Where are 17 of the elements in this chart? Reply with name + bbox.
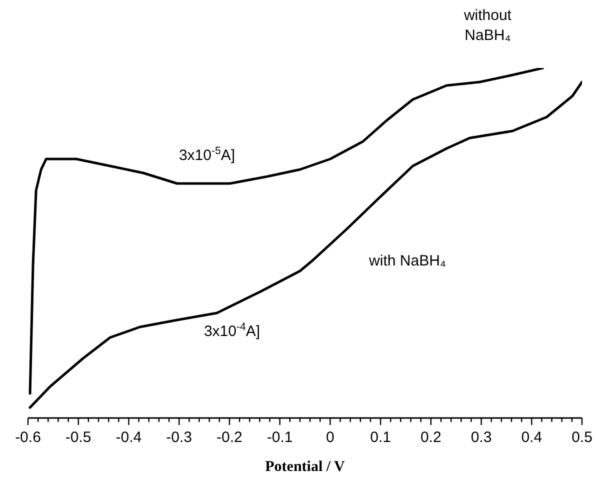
x-tick-label: 0.3 [470,429,492,446]
x-tick-label: 0.1 [370,429,391,446]
text: without NaBH₄ [462,7,512,44]
x-tick-label: -0.6 [15,429,41,446]
x-tick-label: 0.2 [420,429,442,446]
annotation: 3x10$^{-4}$A] [204,321,260,340]
x-tick-label: -0.2 [216,429,242,446]
x-tick-label: -0.5 [65,429,92,446]
x-tick-label: -0.1 [266,429,293,446]
annotation: 3x10$^{-5}$A] [178,145,236,164]
x-tick-label: -0.3 [166,429,192,446]
text: with NaBH₄ [368,252,446,270]
x-axis-title: Potential / V [265,459,346,475]
x-tick-label: -0.4 [116,429,142,446]
x-tick-label: 0.4 [521,429,542,446]
x-tick-label: 0.5 [572,429,592,446]
x-tick-label: 0 [326,429,334,446]
